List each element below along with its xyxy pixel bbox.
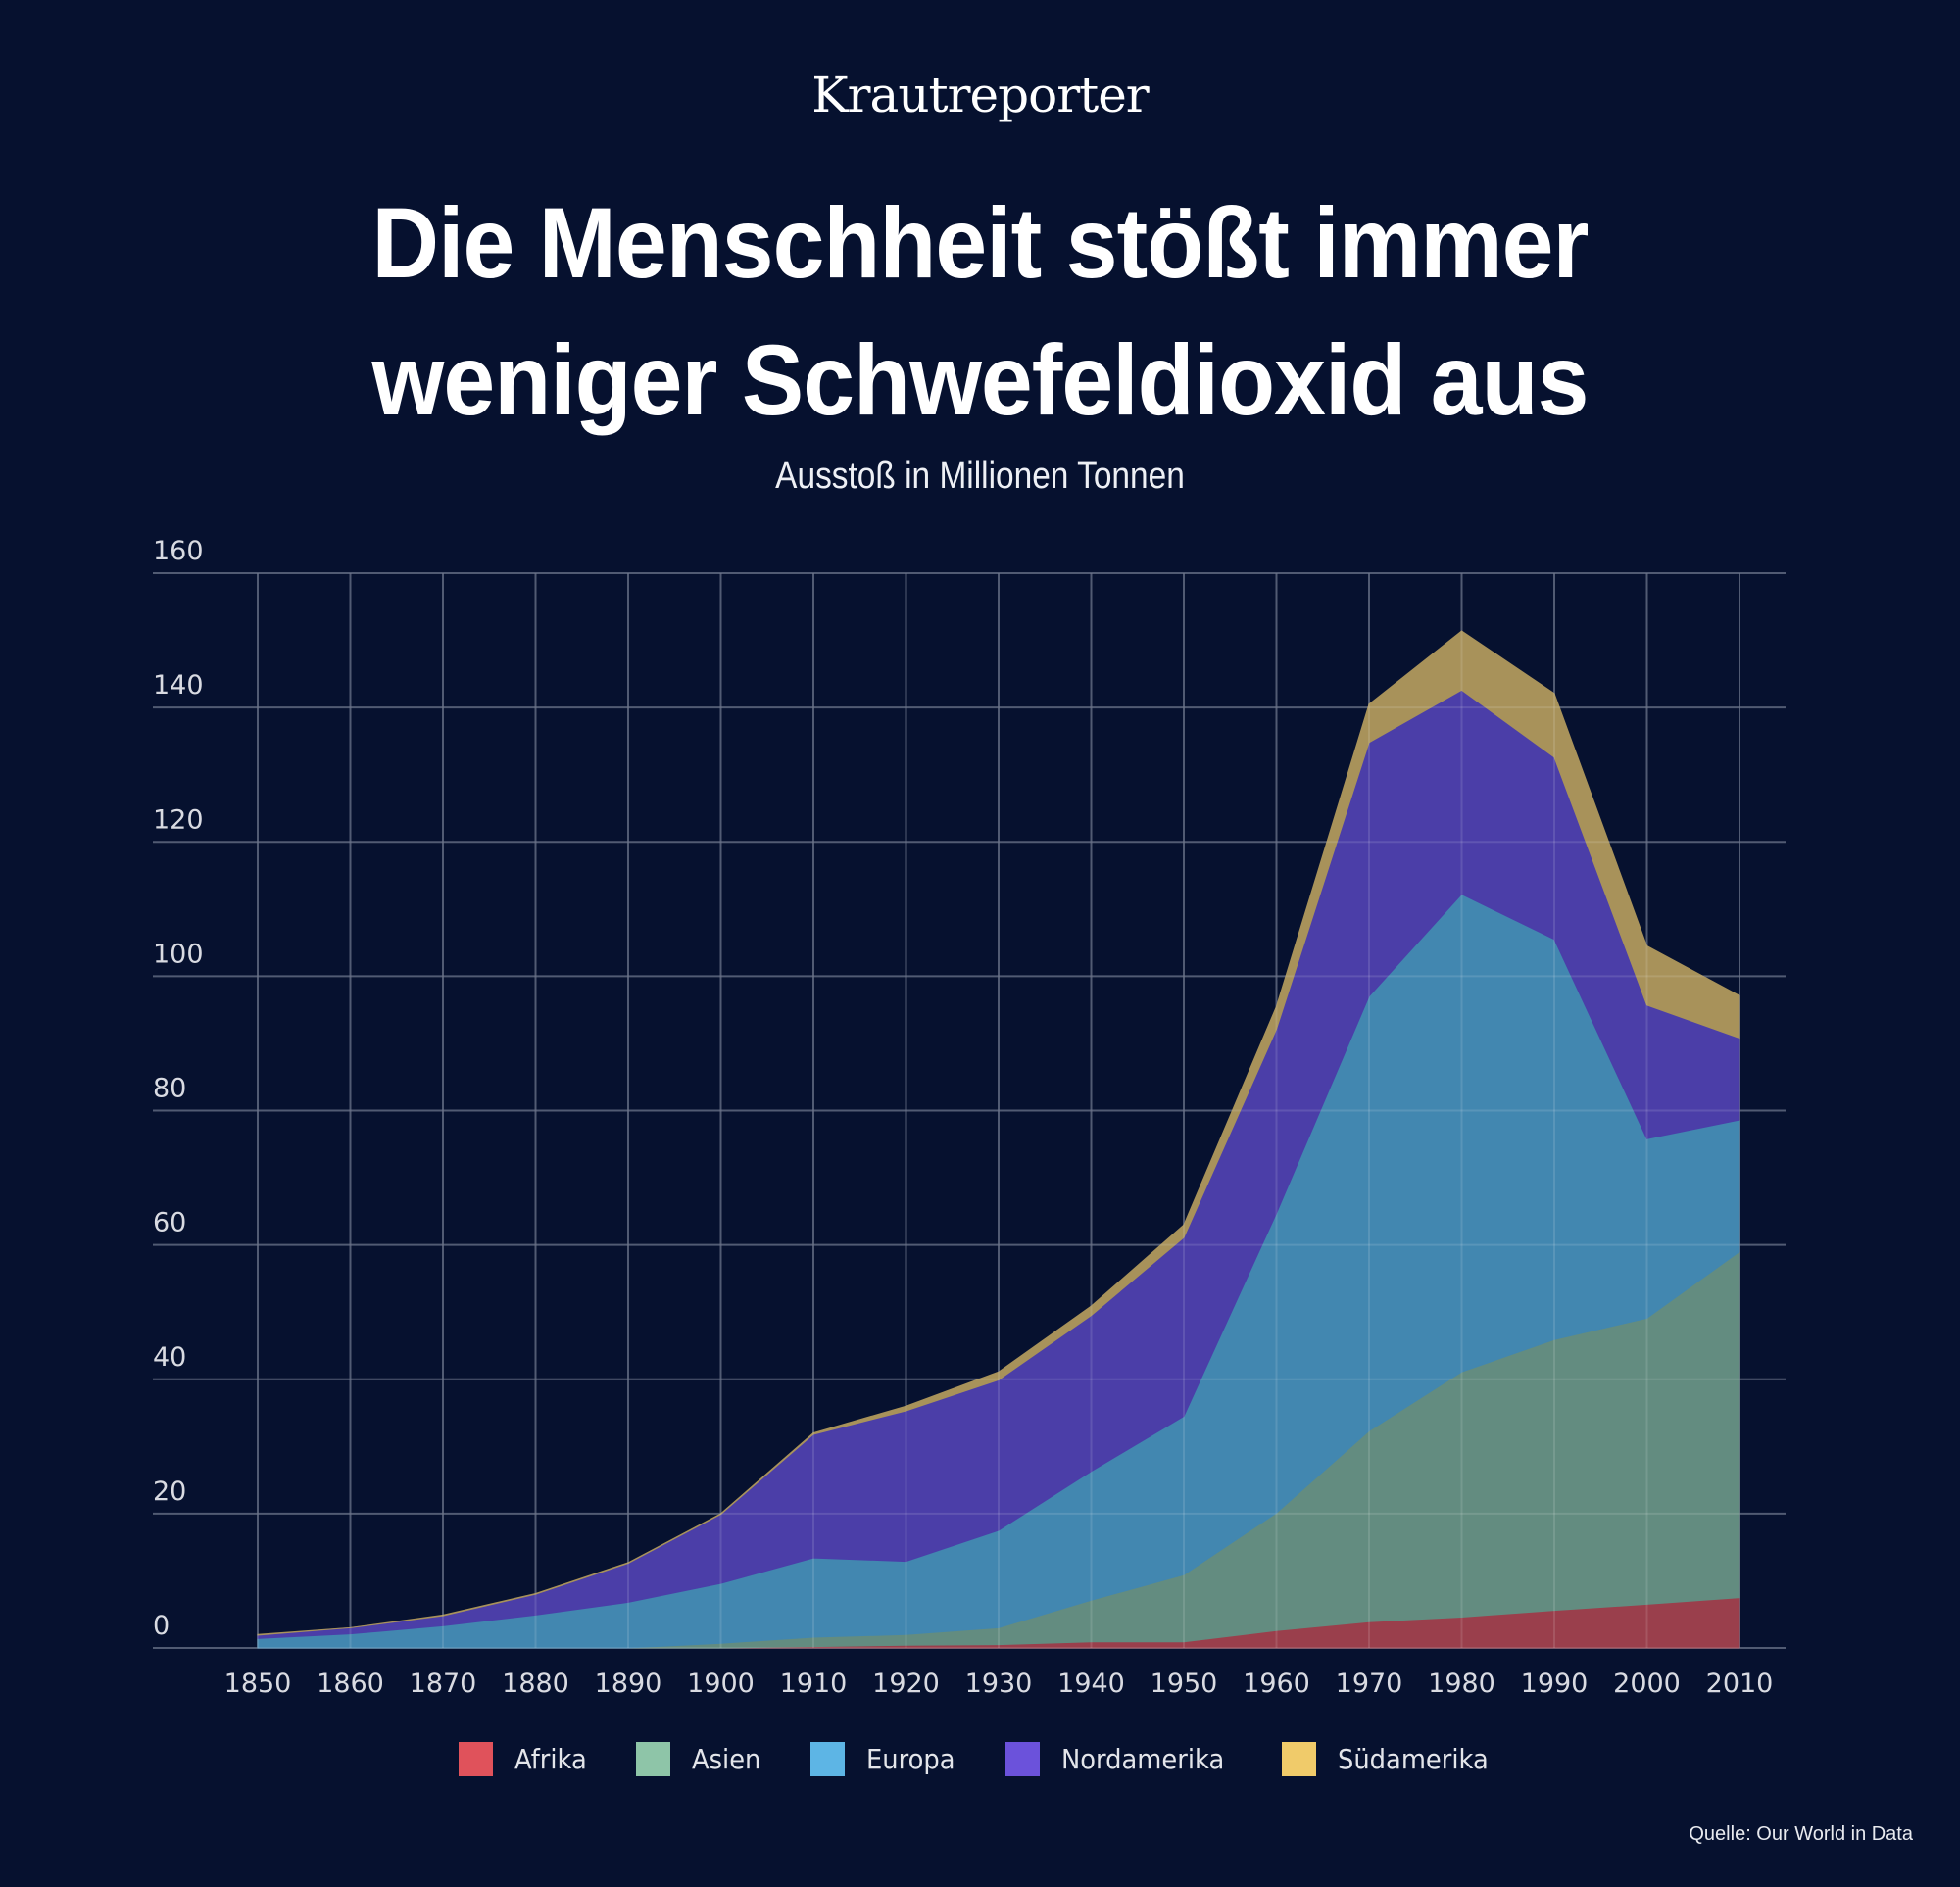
y-tick-label: 160 [153,536,204,566]
legend-label: Südamerika [1337,1743,1489,1775]
x-tick-label: 1870 [410,1669,477,1699]
legend-item-europa: Europa [809,1742,962,1776]
legend-swatch [1281,1742,1316,1776]
y-tick-label: 40 [153,1342,186,1373]
x-tick-label: 1950 [1151,1669,1218,1699]
y-axis: 0 20 40 60 80 100 120 140 160 [153,536,204,1641]
area-series [257,630,1740,1649]
y-tick-label: 20 [153,1476,186,1507]
area-südamerika [257,630,1740,1636]
chart-title-line-2: weniger Schwefeldioxid aus [371,324,1590,436]
x-tick-label: 1860 [317,1669,384,1699]
y-tick-label: 100 [153,939,204,969]
chart-subtitle: Ausstoß in Millionen Tonnen [775,456,1185,497]
legend-swatch [1005,1742,1041,1776]
x-tick-label: 1880 [502,1669,569,1699]
legend-item-afrika: Afrika [459,1742,593,1776]
chart-title: Die Menschheit stößt immer weniger Schwe… [69,174,1891,449]
legend: Afrika Asien Europa Nordamerika Südamerika [0,1742,1960,1776]
x-tick-label: 1920 [872,1669,940,1699]
x-axis: 1850 1860 1870 1880 1890 1900 1910 1920 1930 1940… [224,1669,1774,1699]
x-tick-label: 2010 [1706,1669,1774,1699]
legend-label: Nordamerika [1061,1743,1225,1775]
x-tick-label: 1970 [1336,1669,1403,1699]
x-tick-label: 1990 [1521,1669,1589,1699]
legend-item-nordamerika: Nordamerika [1005,1742,1239,1776]
x-tick-label: 2000 [1613,1669,1681,1699]
x-tick-label: 1900 [687,1669,755,1699]
grid-overlay [153,572,1786,1649]
legend-label: Europa [865,1743,956,1775]
legend-label: Afrika [514,1743,587,1775]
brand-logo: Krautreporter [811,67,1149,123]
legend-item-südamerika: Südamerika [1281,1742,1501,1776]
x-tick-label: 1930 [965,1669,1033,1699]
legend-swatch [809,1742,845,1776]
legend-label: Asien [692,1743,761,1775]
y-tick-label: 0 [153,1611,170,1641]
x-tick-label: 1850 [224,1669,292,1699]
x-tick-label: 1960 [1243,1669,1310,1699]
x-tick-label: 1940 [1057,1669,1125,1699]
legend-swatch [636,1742,671,1776]
source-note: Quelle: Our World in Data [1689,1823,1913,1845]
legend-item-asien: Asien [636,1742,767,1776]
legend-swatch [459,1742,494,1776]
y-tick-label: 80 [153,1074,186,1104]
y-tick-label: 120 [153,804,204,835]
x-tick-label: 1910 [780,1669,848,1699]
y-tick-label: 140 [153,670,204,701]
chart-title-line-1: Die Menschheit stößt immer [371,187,1590,299]
y-tick-label: 60 [153,1208,186,1238]
x-tick-label: 1980 [1428,1669,1495,1699]
x-tick-label: 1890 [595,1669,662,1699]
